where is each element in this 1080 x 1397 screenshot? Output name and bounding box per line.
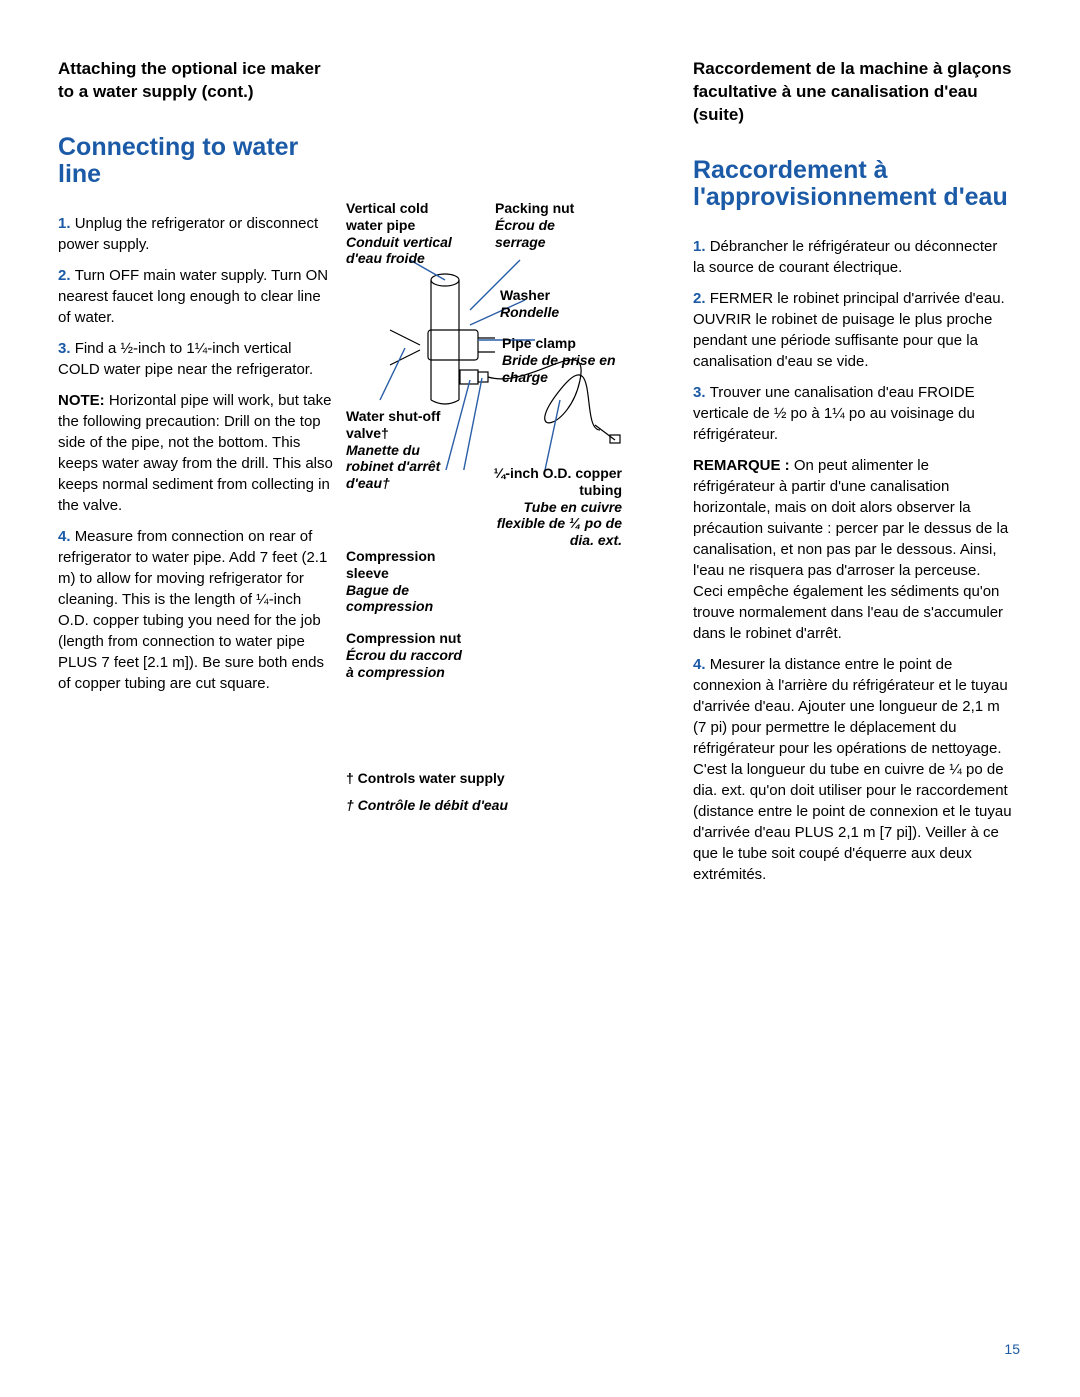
label-packing-nut: Packing nut Écrou de serrage xyxy=(495,200,605,250)
right-column: Raccordement de la machine à glaçons fac… xyxy=(693,58,1013,895)
right-subheader: Raccordement de la machine à glaçons fac… xyxy=(693,58,1013,127)
label-tubing: ¼-inch O.D. copper tubing Tube en cuivre… xyxy=(492,465,622,549)
list-item: 1. Unplug the refrigerator or disconnect… xyxy=(58,213,333,255)
label-pipe-clamp: Pipe clamp Bride de prise en charge xyxy=(502,335,622,385)
list-item: 1. Débrancher le réfrigérateur ou déconn… xyxy=(693,236,1013,278)
list-item: 3. Find a ½-inch to 1¼-inch vertical COL… xyxy=(58,338,333,516)
left-subheader: Attaching the optional ice maker to a wa… xyxy=(58,58,333,104)
diagram-footnote: † Controls water supply † Contrôle le dé… xyxy=(346,760,626,814)
label-shutoff: Water shut-off valve† Manette du robinet… xyxy=(346,408,446,492)
right-section-title: Raccordement à l'approvisionnement d'eau xyxy=(693,157,1013,212)
list-item: 4. Mesurer la distance entre le point de… xyxy=(693,654,1013,885)
left-steps: 1. Unplug the refrigerator or disconnect… xyxy=(58,213,333,694)
right-steps: 1. Débrancher le réfrigérateur ou déconn… xyxy=(693,236,1013,885)
label-compression-nut: Compression nut Écrou du raccord à compr… xyxy=(346,630,466,680)
label-washer: Washer Rondelle xyxy=(500,287,610,321)
left-column: Attaching the optional ice maker to a wa… xyxy=(58,58,333,895)
label-vertical-pipe: Vertical cold water pipe Conduit vertica… xyxy=(346,200,466,267)
list-item: 4. Measure from connection on rear of re… xyxy=(58,526,333,694)
list-item: 3. Trouver une canalisation d'eau FROIDE… xyxy=(693,382,1013,644)
label-sleeve: Compression sleeve Bague de compression xyxy=(346,548,466,615)
left-section-title: Connecting to water line xyxy=(58,134,333,189)
list-item: 2. Turn OFF main water supply. Turn ON n… xyxy=(58,265,333,328)
list-item: 2. FERMER le robinet principal d'arrivée… xyxy=(693,288,1013,372)
page-number: 15 xyxy=(1004,1341,1020,1357)
